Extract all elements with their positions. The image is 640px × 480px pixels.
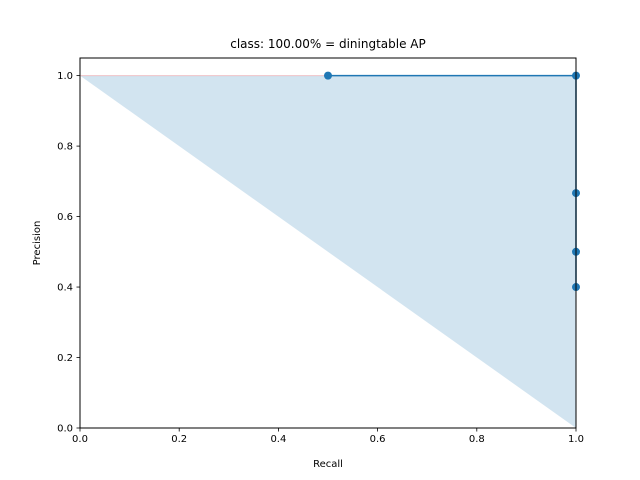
x-tick-label: 0.0 xyxy=(72,434,88,445)
plot-frame xyxy=(79,57,577,429)
chart-title: class: 100.00% = diningtable AP xyxy=(230,37,426,51)
y-tick-label: 1.0 xyxy=(57,71,73,82)
y-tick-label: 0.8 xyxy=(57,142,73,153)
x-axis: 0.0 0.2 0.4 0.6 0.8 1.0 xyxy=(72,428,584,445)
ap-area xyxy=(80,75,576,428)
x-tick-label: 1.0 xyxy=(568,434,584,445)
y-tick-label: 0.2 xyxy=(57,353,73,364)
x-tick-label: 0.6 xyxy=(370,434,386,445)
x-axis-label: Recall xyxy=(313,459,343,470)
pr-point xyxy=(324,71,332,80)
y-axis-label: Precision xyxy=(32,221,43,266)
x-tick-label: 0.4 xyxy=(270,434,286,445)
y-axis: 0.0 0.2 0.4 0.6 0.8 1.0 xyxy=(57,71,80,435)
x-tick-label: 0.8 xyxy=(469,434,485,445)
y-tick-label: 0.6 xyxy=(57,212,73,223)
y-tick-label: 0.0 xyxy=(57,424,73,435)
y-tick-label: 0.4 xyxy=(57,283,73,294)
x-tick-label: 0.2 xyxy=(171,434,187,445)
